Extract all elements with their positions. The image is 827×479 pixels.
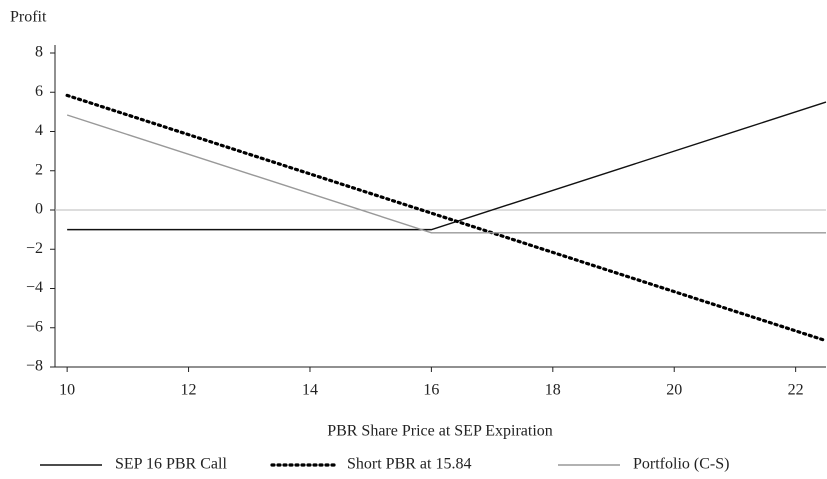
- y-tick-label: 0: [35, 201, 43, 218]
- y-axis-title: Profit: [10, 9, 47, 26]
- legend-label: Portfolio (C-S): [633, 456, 729, 473]
- x-tick-label: 10: [59, 382, 75, 399]
- series-line: [67, 101, 827, 231]
- y-tick-label: −8: [26, 358, 43, 375]
- x-tick-label: 12: [181, 382, 197, 399]
- x-tick-label: 18: [545, 382, 561, 399]
- x-tick-label: 22: [788, 382, 804, 399]
- legend-label: Short PBR at 15.84: [347, 456, 471, 473]
- y-tick-label: 8: [35, 44, 43, 61]
- y-tick-label: 2: [35, 161, 43, 178]
- series-line: [66, 114, 826, 234]
- y-tick-label: 4: [35, 122, 43, 139]
- x-tick-label: 20: [666, 382, 682, 399]
- series-line: [65, 93, 827, 343]
- legend-label: SEP 16 PBR Call: [115, 456, 227, 473]
- x-tick-label: 14: [302, 382, 318, 399]
- y-tick-label: −4: [26, 279, 43, 296]
- x-axis-title: PBR Share Price at SEP Expiration: [327, 423, 553, 440]
- x-tick-label: 16: [423, 382, 439, 399]
- y-tick-label: −6: [26, 318, 43, 335]
- y-tick-label: −2: [26, 240, 43, 257]
- y-tick-label: 6: [35, 83, 43, 100]
